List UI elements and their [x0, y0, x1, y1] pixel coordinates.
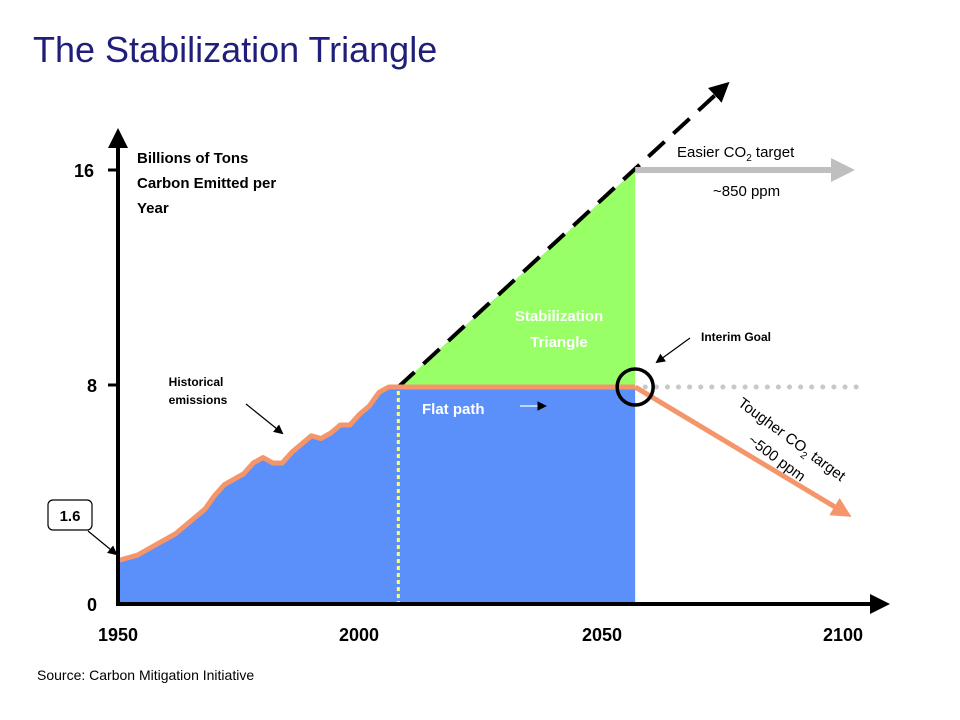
y-tick-8: 8: [87, 376, 97, 396]
x-tick-2000: 2000: [339, 625, 379, 645]
historical-emissions-label-2: emissions: [169, 393, 228, 407]
starting-value-callout-box: [47, 499, 93, 531]
y-axis-label-line-3: Year: [137, 200, 169, 217]
y-tick-0: 0: [87, 595, 97, 615]
emissions-path-line: [117, 384, 636, 564]
flat-path-label: Flat path: [422, 401, 485, 418]
stabilization-triangle-label-2: Triangle: [530, 334, 588, 351]
x-tick-2100: 2100: [823, 625, 863, 645]
interim-goal-circle: [615, 367, 655, 407]
y-axis-label-line-2: Carbon Emitted per: [137, 175, 276, 192]
starting-value-pointer: [87, 530, 118, 556]
emissions-area: [118, 387, 636, 604]
x-tick-1950: 1950: [98, 625, 138, 645]
y-axis-label-line-1: Billions of Tons: [137, 150, 248, 167]
slide-title: The Stabilization Triangle: [33, 29, 437, 70]
source-note: Source: Carbon Mitigation Initiative: [37, 667, 254, 683]
interim-goal-pointer: [655, 337, 691, 364]
stabilization-triangle-label-1: Stabilization: [515, 308, 603, 325]
historical-emissions-label-1: Historical: [169, 375, 224, 389]
easier-target-ppm: ~850 ppm: [713, 183, 780, 200]
tougher-target-arrow: [633, 384, 852, 517]
business-as-usual-line: [396, 81, 730, 389]
easier-target-label: Easier CO2 target: [677, 144, 795, 164]
y-tick-16: 16: [74, 161, 94, 181]
starting-value-callout: 1.6: [60, 508, 81, 525]
x-tick-2050: 2050: [582, 625, 622, 645]
interim-goal-label: Interim Goal: [701, 330, 771, 344]
historical-emissions-pointer: [245, 403, 284, 435]
